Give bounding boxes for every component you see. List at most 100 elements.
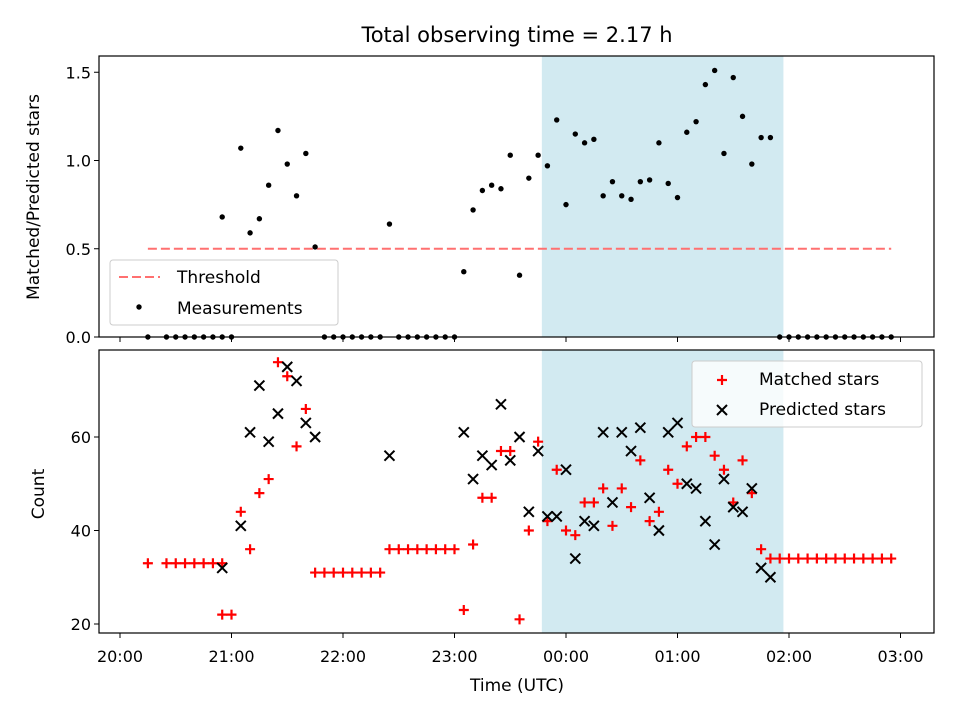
matched-star-point — [616, 483, 627, 494]
predicted-star-point — [643, 492, 656, 504]
matched-star-point — [319, 567, 330, 578]
top-panel: 0.0 0.5 1.0 1.5 Threshold Measurements — [66, 55, 935, 347]
y-tick-label: 0.5 — [66, 240, 91, 259]
measurement-point — [498, 186, 504, 192]
measurement-point — [572, 131, 578, 137]
matched-star-point — [635, 455, 646, 466]
matched-star-point — [867, 553, 878, 564]
matched-star-point — [375, 567, 386, 578]
predicted-star-point — [746, 482, 758, 495]
predicted-star-point — [681, 478, 693, 490]
matched-star-point — [328, 567, 339, 578]
matched-star-point — [839, 553, 850, 564]
measurement-point — [479, 187, 486, 194]
matched-star-point — [663, 464, 674, 475]
predicted-star-point — [309, 431, 321, 443]
matched-star-point — [291, 441, 302, 452]
measurement-point — [739, 113, 746, 120]
matched-star-point — [449, 544, 460, 555]
measurement-point — [488, 182, 495, 188]
predicted-star-point — [671, 417, 684, 429]
predicted-star-point — [690, 482, 702, 495]
measurement-point — [767, 134, 774, 141]
matched-star-point — [876, 553, 887, 564]
measurement-point — [581, 140, 588, 146]
matched-star-point — [737, 455, 748, 466]
matched-star-point — [254, 488, 265, 499]
matched-star-point — [533, 436, 544, 447]
matched-star-point — [653, 506, 664, 517]
predicted-star-point — [495, 398, 507, 410]
matched-star-point — [811, 553, 822, 564]
measurement-point — [749, 161, 755, 167]
matched-star-point — [784, 553, 794, 564]
matched-star-point — [142, 558, 153, 569]
predicted-star-point — [653, 524, 665, 537]
matched-star-point — [570, 530, 581, 541]
predicted-star-point — [551, 510, 563, 523]
measurement-point — [711, 67, 718, 74]
measurement-point — [656, 140, 662, 146]
measurement-point — [563, 201, 569, 208]
matched-star-point — [886, 553, 897, 564]
measurement-point — [646, 177, 653, 183]
predicted-star-point — [485, 459, 498, 471]
matched-star-point — [607, 520, 618, 531]
measurement-point — [293, 193, 300, 199]
matched-star-point — [598, 483, 609, 494]
measurement-point — [516, 272, 523, 278]
x-axis-label: Time (UTC) — [469, 676, 564, 696]
matched-star-point — [700, 432, 711, 442]
x-tick-label: 20:00 — [97, 647, 143, 666]
top-axes-frame — [98, 55, 935, 338]
matched-star-point — [765, 553, 776, 564]
predicted-star-point — [504, 454, 516, 467]
observing-window-shade — [541, 56, 784, 337]
measurement-point — [544, 163, 551, 169]
matched-star-point — [830, 553, 841, 564]
matched-star-point — [858, 553, 869, 564]
predicted-star-point — [625, 445, 637, 457]
y-tick-label: 1.0 — [66, 152, 91, 171]
top-y-axis-label: Matched/Predicted stars — [24, 94, 44, 300]
predicted-star-point — [616, 426, 628, 439]
matched-star-point — [356, 567, 367, 578]
predicted-star-point — [467, 473, 479, 485]
legend-threshold-label: Threshold — [176, 268, 261, 288]
measurement-point — [674, 194, 681, 201]
legend-measurements-label: Measurements — [177, 299, 303, 319]
measurement-point — [265, 182, 272, 188]
matched-star-point — [468, 539, 479, 550]
x-tick-label: 01:00 — [654, 647, 700, 666]
x-tick-label: 00:00 — [543, 647, 589, 666]
bottom-axes-frame — [98, 349, 935, 634]
predicted-star-point — [727, 501, 739, 513]
measurement-point — [628, 196, 634, 203]
matched-star-point — [561, 525, 571, 536]
matched-star-point — [718, 464, 729, 475]
measurement-point — [730, 74, 736, 81]
chart-title: Total observing time = 2.17 h — [360, 23, 672, 47]
x-tick-label: 23:00 — [431, 647, 477, 666]
measurement-point — [637, 178, 644, 185]
y-tick-label: 40 — [71, 522, 91, 541]
measurement-point — [312, 244, 318, 250]
predicted-star-point — [513, 431, 526, 443]
matched-star-point — [245, 544, 256, 555]
predicted-star-point — [597, 426, 609, 439]
bottom-panel: 20 40 60 Matched stars Predicted stars 20:00 2… — [71, 349, 935, 666]
matched-star-point — [207, 558, 218, 569]
measurement-point — [470, 207, 476, 213]
matched-star-point — [170, 558, 181, 569]
legend-matched-swatch — [717, 375, 727, 385]
predicted-star-point — [755, 562, 767, 574]
matched-star-point — [310, 567, 321, 578]
matched-star-point — [495, 446, 506, 457]
measurement-point — [702, 81, 709, 88]
measurement-point — [758, 134, 764, 141]
matched-star-point — [440, 544, 451, 555]
predicted-star-point — [458, 426, 470, 439]
matched-star-point — [849, 553, 860, 564]
x-tick-label: 03:00 — [877, 647, 923, 666]
matched-star-point — [347, 567, 358, 578]
